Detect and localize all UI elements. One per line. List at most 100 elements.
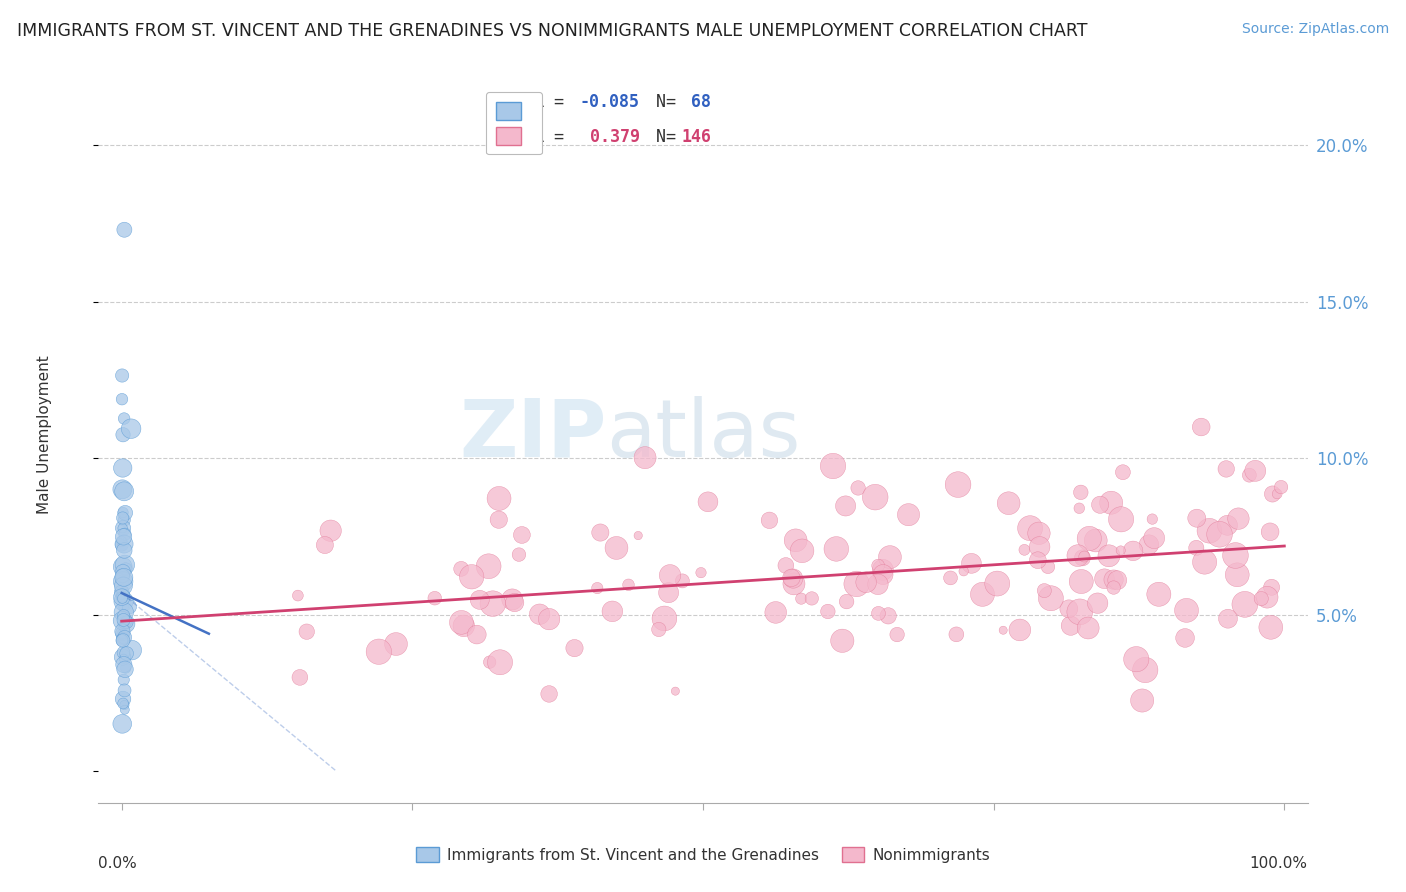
Point: [952, 564, 974, 578]
Point: [450, 615, 472, 630]
Point: [1019, 521, 1042, 535]
Point: [1216, 518, 1239, 533]
Point: [834, 499, 856, 513]
Point: [866, 577, 889, 591]
Point: [1125, 652, 1147, 666]
Point: [510, 528, 533, 542]
Point: [111, 559, 134, 574]
Point: [112, 657, 135, 672]
Point: [835, 594, 858, 608]
Point: [111, 511, 134, 525]
Point: [111, 368, 134, 383]
Text: IMMIGRANTS FROM ST. VINCENT AND THE GRENADINES VS NONIMMIGRANTS MALE UNEMPLOYMEN: IMMIGRANTS FROM ST. VINCENT AND THE GREN…: [17, 22, 1087, 40]
Point: [960, 557, 983, 571]
Point: [758, 513, 780, 527]
Point: [501, 592, 523, 607]
Point: [1028, 540, 1050, 554]
Point: [111, 624, 134, 639]
Point: [538, 612, 561, 626]
Text: -0.085: -0.085: [579, 93, 640, 111]
Point: [690, 566, 713, 580]
Point: [1069, 501, 1091, 516]
Text: R =: R =: [534, 128, 574, 146]
Point: [465, 627, 488, 641]
Point: [288, 670, 311, 684]
Point: [367, 645, 389, 659]
Point: [1057, 602, 1080, 616]
Point: [287, 589, 309, 603]
Point: [1028, 526, 1050, 541]
Point: [1250, 591, 1272, 606]
Point: [602, 604, 624, 618]
Point: [1036, 559, 1059, 574]
Point: [1137, 538, 1160, 552]
Point: [112, 646, 135, 660]
Point: [1107, 573, 1129, 587]
Point: [385, 637, 408, 651]
Point: [765, 606, 787, 620]
Point: [503, 595, 526, 609]
Point: [1260, 620, 1282, 634]
Point: [112, 223, 135, 237]
Point: [1070, 574, 1092, 589]
Point: [538, 687, 561, 701]
Point: [111, 461, 134, 475]
Point: [1084, 533, 1107, 548]
Point: [868, 607, 890, 621]
Point: [1039, 591, 1062, 606]
Point: [112, 506, 135, 520]
Point: [1088, 498, 1111, 512]
Point: [863, 490, 886, 504]
Text: N=: N=: [637, 93, 686, 111]
Point: [112, 570, 135, 584]
Point: [489, 655, 512, 669]
Point: [112, 605, 135, 619]
Point: [1094, 572, 1116, 586]
Point: [121, 643, 143, 657]
Point: [790, 544, 813, 558]
Point: [782, 572, 804, 586]
Point: [897, 508, 920, 522]
Text: 68: 68: [682, 93, 711, 111]
Point: [821, 458, 844, 473]
Point: [111, 633, 134, 648]
Text: atlas: atlas: [606, 396, 800, 474]
Point: [453, 619, 475, 633]
Point: [993, 624, 1015, 638]
Point: [664, 684, 686, 698]
Text: 0.379: 0.379: [579, 128, 640, 146]
Point: [112, 673, 135, 687]
Point: [460, 570, 482, 584]
Point: [1071, 550, 1094, 565]
Point: [478, 655, 501, 669]
Text: Source: ZipAtlas.com: Source: ZipAtlas.com: [1241, 22, 1389, 37]
Point: [1174, 631, 1197, 645]
Point: [111, 633, 134, 648]
Point: [1175, 603, 1198, 617]
Point: [114, 631, 136, 645]
Point: [111, 632, 134, 646]
Point: [112, 594, 135, 608]
Point: [1208, 527, 1230, 541]
Point: [111, 591, 134, 606]
Point: [114, 661, 136, 675]
Point: [1226, 567, 1249, 582]
Point: [1008, 623, 1031, 637]
Point: [783, 577, 806, 591]
Text: 146: 146: [682, 128, 711, 146]
Point: [111, 588, 134, 602]
Point: [115, 647, 138, 661]
Point: [111, 614, 134, 628]
Point: [1067, 549, 1090, 563]
Point: [1026, 553, 1049, 567]
Point: [790, 591, 813, 606]
Text: 0.0%: 0.0%: [98, 855, 138, 871]
Point: [112, 411, 135, 425]
Point: [111, 650, 134, 665]
Point: [845, 577, 868, 591]
Point: [846, 481, 869, 495]
Legend: Immigrants from St. Vincent and the Grenadines, Nonimmigrants: Immigrants from St. Vincent and the Gren…: [411, 840, 995, 869]
Point: [529, 607, 551, 622]
Point: [1099, 496, 1122, 510]
Point: [872, 563, 894, 577]
